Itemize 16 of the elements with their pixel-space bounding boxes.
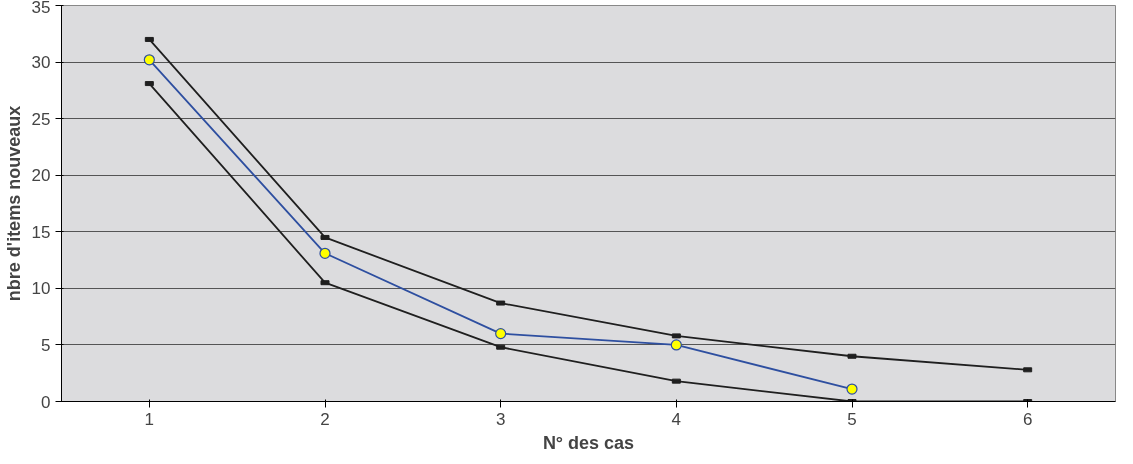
x-tick-label: 4 [671, 409, 682, 429]
y-tick-label: 30 [31, 53, 51, 73]
x-tick-label: 6 [1022, 409, 1033, 429]
y-tick-label: 0 [41, 392, 51, 412]
y-tick-label: 20 [31, 166, 51, 186]
x-tick-label: 1 [144, 409, 155, 429]
y-tick-label: 5 [41, 335, 51, 355]
x-tick-label: 3 [495, 409, 506, 429]
y-axis-title: nbre d'items nouveaux [3, 105, 24, 302]
y-tick-label: 10 [31, 279, 51, 299]
x-tick-label: 5 [847, 409, 857, 429]
x-tick-label: 2 [320, 409, 330, 429]
x-axis-title: N° des cas [542, 432, 635, 453]
y-tick-label: 25 [31, 109, 51, 129]
y-tick-label: 35 [31, 0, 51, 17]
y-tick-label: 15 [31, 222, 51, 242]
